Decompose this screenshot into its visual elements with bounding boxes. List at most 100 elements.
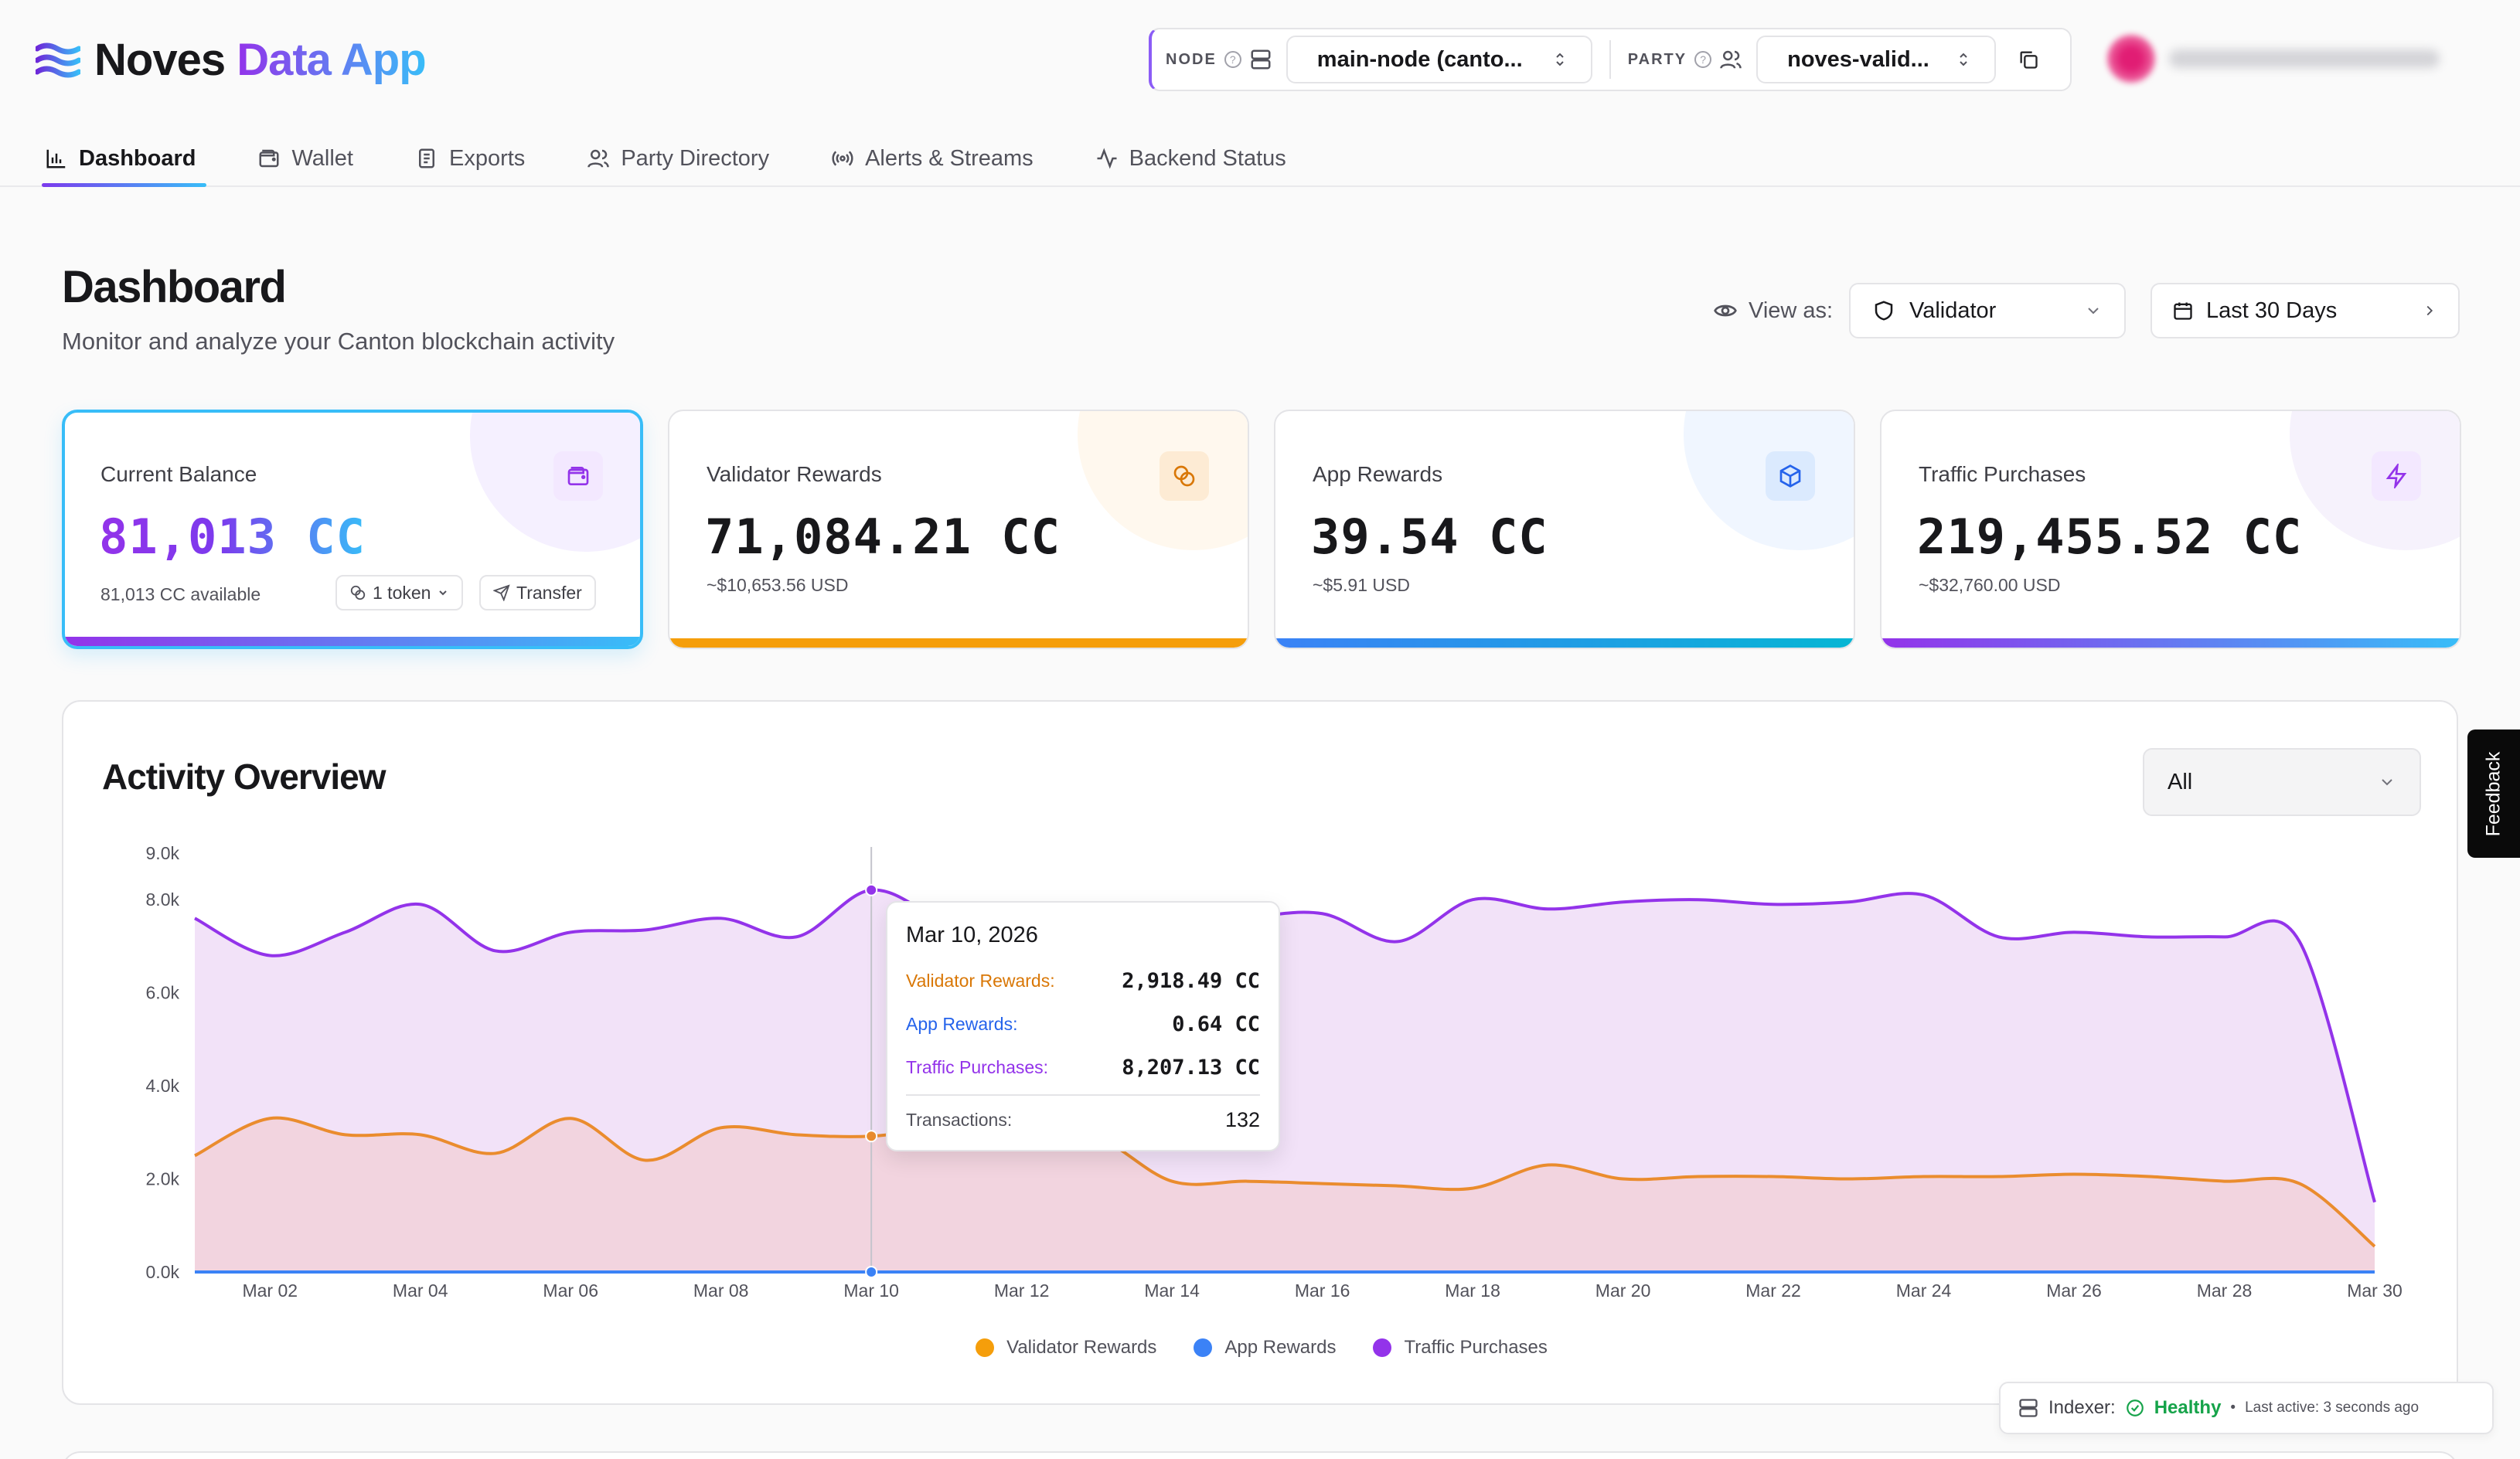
card-validator-rewards[interactable]: Validator Rewards 71,084.21 CC ~$10,653.… <box>668 410 1249 649</box>
legend-item-app-rewards[interactable]: App Rewards <box>1194 1337 1336 1359</box>
tab-exports[interactable]: Exports <box>406 130 534 187</box>
tooltip-row-app: App Rewards: 0.64 CC <box>906 1012 1260 1036</box>
brand-name-primary: Noves <box>94 35 226 85</box>
x-tick-label: Mar 28 <box>2197 1280 2253 1301</box>
party-label-text: PARTY <box>1627 50 1687 68</box>
box-icon <box>1766 451 1815 501</box>
activity-area-chart[interactable]: 0.0k 2.0k 4.0k 6.0k 8.0k 9.0k Mar 02 Mar 04 Mar … <box>63 702 2460 1405</box>
user-menu[interactable] <box>2099 28 2447 90</box>
x-tick-label: Mar 06 <box>543 1280 598 1301</box>
tooltip-value: 2,918.49 CC <box>1122 969 1260 993</box>
line-traffic-purchases <box>194 888 2376 1203</box>
hover-point-app-rewards <box>865 1265 878 1278</box>
legend-swatch <box>976 1338 995 1357</box>
y-tick-label: 0.0k <box>146 1262 180 1282</box>
copy-icon[interactable] <box>2018 49 2039 70</box>
card-app-rewards[interactable]: App Rewards 39.54 CC ~$5.91 USD <box>1274 410 1855 649</box>
tooltip-row-transactions: Transactions: 132 <box>906 1108 1260 1132</box>
broadcast-icon <box>832 151 853 166</box>
tab-dashboard[interactable]: Dashboard <box>36 130 207 187</box>
chevron-down-icon <box>2088 308 2099 315</box>
user-email-redacted <box>2169 49 2440 68</box>
chevron-down-icon <box>2382 779 2392 786</box>
card-accent-bar <box>669 638 1248 648</box>
card-value: 39.54 CC <box>1311 508 1548 565</box>
tab-wallet[interactable]: Wallet <box>248 130 363 187</box>
indexer-label: Indexer: <box>2048 1397 2116 1418</box>
y-tick-label: 6.0k <box>146 983 180 1003</box>
brand-logo[interactable]: Noves Data App <box>36 34 427 86</box>
card-subtext: ~$32,760.00 USD <box>1919 575 2061 595</box>
context-separator <box>1609 40 1611 79</box>
avatar <box>2107 35 2155 83</box>
users-icon <box>1720 50 1742 69</box>
x-tick-label: Mar 24 <box>1896 1280 1952 1301</box>
x-tick-label: Mar 04 <box>393 1280 448 1301</box>
node-select-value: main-node (canto... <box>1316 46 1523 72</box>
feedback-button[interactable]: Feedback <box>2467 730 2520 858</box>
x-tick-label: Mar 20 <box>1595 1280 1651 1301</box>
server-icon <box>1251 49 1271 70</box>
tab-dashboard-label: Dashboard <box>79 145 196 171</box>
indexer-separator: • <box>2230 1399 2236 1416</box>
indexer-last-active: Last active: 3 seconds ago <box>2245 1399 2420 1416</box>
noves-logo-icon <box>36 43 80 77</box>
y-tick-label: 4.0k <box>146 1076 180 1096</box>
party-select[interactable]: noves-valid... <box>1756 36 1997 83</box>
check-circle-icon <box>2126 1399 2144 1416</box>
card-value: 71,084.21 CC <box>705 508 1061 565</box>
x-tick-label: Mar 14 <box>1144 1280 1200 1301</box>
card-current-balance[interactable]: Current Balance 81,013 CC 81,013 CC avai… <box>62 410 643 649</box>
tab-backend-status-label: Backend Status <box>1129 145 1286 171</box>
activity-filter-select[interactable]: All <box>2143 748 2421 816</box>
role-select[interactable]: Validator <box>1849 283 2126 338</box>
chart-tooltip: Mar 10, 2026 Validator Rewards: 2,918.49… <box>886 901 1280 1151</box>
shield-icon <box>1875 301 1893 321</box>
card-title: Traffic Purchases <box>1919 462 2086 486</box>
app-header: Noves Data App NODE ? main-node (canto..… <box>0 0 2520 187</box>
lightning-icon <box>2372 451 2421 501</box>
indexer-status-value: Healthy <box>2154 1397 2222 1418</box>
x-tick-label: Mar 30 <box>2347 1280 2403 1301</box>
server-icon <box>2019 1399 2038 1417</box>
card-title: Validator Rewards <box>707 462 882 486</box>
card-subtext: 81,013 CC available <box>100 584 261 604</box>
tab-party-directory[interactable]: Party Directory <box>577 130 778 187</box>
party-help-icon[interactable]: ? <box>1694 51 1712 68</box>
x-tick-label: Mar 08 <box>693 1280 749 1301</box>
legend-item-traffic-purchases[interactable]: Traffic Purchases <box>1373 1337 1548 1359</box>
calendar-icon <box>2174 302 2192 320</box>
card-value: 219,455.52 CC <box>1917 508 2303 565</box>
wallet-icon <box>553 451 603 501</box>
chart-legend: Validator Rewards App Rewards Traffic Pu… <box>63 1337 2460 1359</box>
tooltip-row-validator: Validator Rewards: 2,918.49 CC <box>906 969 1260 993</box>
party-select-value: noves-valid... <box>1787 46 1929 72</box>
tooltip-label: Traffic Purchases: <box>906 1057 1049 1077</box>
document-icon <box>418 148 434 168</box>
activity-icon <box>1097 148 1117 169</box>
brand-name: Noves Data App <box>94 34 427 86</box>
line-validator-rewards <box>194 1116 2376 1248</box>
tab-backend-status[interactable]: Backend Status <box>1086 130 1296 187</box>
activity-filter-value: All <box>2168 769 2193 794</box>
x-tick-label: Mar 26 <box>2046 1280 2102 1301</box>
legend-item-validator-rewards[interactable]: Validator Rewards <box>976 1337 1156 1359</box>
node-select[interactable]: main-node (canto... <box>1286 36 1592 83</box>
card-traffic-purchases[interactable]: Traffic Purchases 219,455.52 CC ~$32,760… <box>1880 410 2461 649</box>
view-as-label: View as: <box>1713 283 1833 338</box>
tooltip-label: Transactions: <box>906 1110 1013 1130</box>
chevron-up-down-icon <box>1960 53 1967 66</box>
node-help-icon[interactable]: ? <box>1224 51 1241 68</box>
x-tick-label: Mar 16 <box>1295 1280 1350 1301</box>
send-icon <box>493 584 510 601</box>
transfer-button[interactable]: Transfer <box>479 575 596 610</box>
legend-label: App Rewards <box>1224 1337 1337 1358</box>
card-accent-bar <box>65 637 640 646</box>
tooltip-value: 132 <box>1224 1108 1260 1131</box>
token-dropdown-button[interactable]: 1 token <box>335 575 464 610</box>
indexer-status[interactable]: Indexer: Healthy • Last active: 3 second… <box>1999 1382 2494 1434</box>
card-subtext: ~$5.91 USD <box>1313 575 1410 595</box>
date-range-select[interactable]: Last 30 Days <box>2151 283 2460 338</box>
tab-alerts-streams[interactable]: Alerts & Streams <box>822 130 1043 187</box>
y-tick-label: 8.0k <box>146 889 180 910</box>
